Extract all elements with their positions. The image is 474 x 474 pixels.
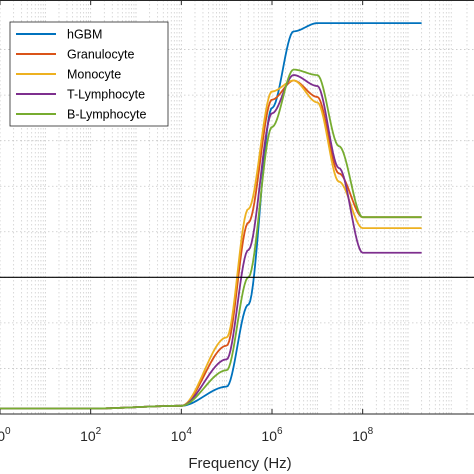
x-tick-label: 102 [80, 426, 102, 444]
series-lines [0, 22, 422, 410]
x-tick-exponent: 0 [5, 426, 11, 437]
x-tick-base: 10 [352, 428, 368, 444]
x-tick-label: 100 [0, 426, 11, 444]
series-line-b-lymphocyte [0, 68, 422, 410]
x-tick-exponent: 6 [277, 426, 283, 437]
legend-label-hgbm: hGBM [67, 28, 102, 42]
legend: hGBM Granulocyte Monocyte T-Lymphocyte B-Lym… [9, 21, 169, 127]
x-tick-label: 108 [352, 426, 374, 444]
x-tick-exponent: 4 [186, 426, 192, 437]
x-tick-label: 106 [261, 426, 283, 444]
x-axis-title: Frequency (Hz) [188, 455, 291, 472]
x-tick-label: 104 [171, 426, 193, 444]
x-tick-exponent: 8 [368, 426, 374, 437]
x-tick-base: 10 [171, 428, 187, 444]
legend-label-granulocyte: Granulocyte [67, 48, 134, 62]
x-tick-base: 10 [261, 428, 277, 444]
legend-label-monocyte: Monocyte [67, 68, 121, 82]
tick-labels: 100102104106108 [0, 0, 374, 444]
legend-label-t-lymphocyte: T-Lymphocyte [67, 88, 145, 102]
legend-label-b-lymphocyte: B-Lymphocyte [67, 108, 146, 122]
x-tick-base: 10 [0, 428, 5, 444]
x-tick-base: 10 [80, 428, 96, 444]
axes [0, 0, 474, 415]
x-tick-exponent: 2 [96, 426, 102, 437]
